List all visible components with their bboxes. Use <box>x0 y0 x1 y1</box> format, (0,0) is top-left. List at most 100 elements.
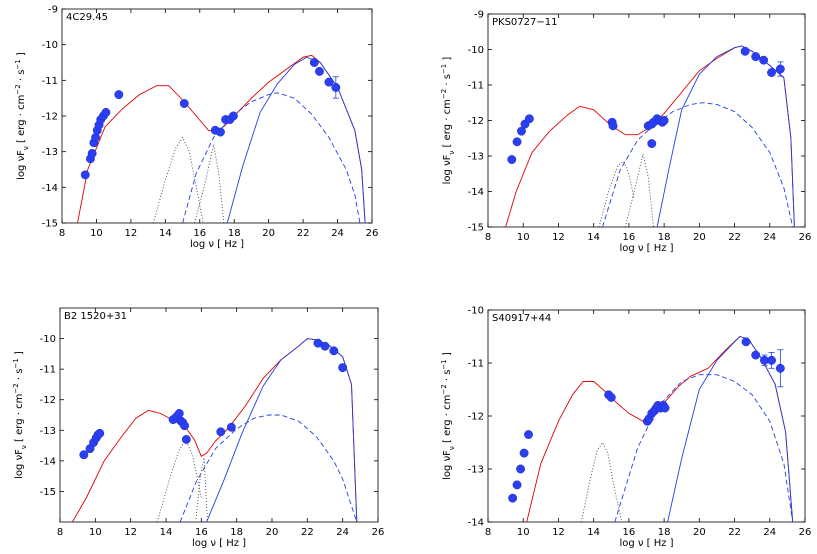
y-tick-label: -10 <box>42 40 58 51</box>
x-tick-label: 16 <box>195 527 208 538</box>
x-axis-label: log ν [ Hz ] <box>192 538 246 549</box>
x-tick-label: 24 <box>336 527 349 538</box>
y-tick-label: -14 <box>468 187 484 198</box>
series-synchrotron <box>156 438 202 522</box>
data-point <box>767 68 776 78</box>
data-point <box>516 464 526 474</box>
x-tick-label: 20 <box>262 228 275 239</box>
data-point <box>740 46 750 56</box>
y-tick-label: -14 <box>40 456 56 467</box>
data-point <box>180 421 190 431</box>
x-tick-label: 10 <box>90 228 103 239</box>
series-EC <box>667 335 794 522</box>
chart-panel-4: 8 10 12 14 16 18 20 22 24 26 -14 -13 -12 -11 -10 S40917… <box>440 306 811 550</box>
x-tick-label: 20 <box>266 527 279 538</box>
data-point <box>309 58 319 67</box>
x-tick-label: 24 <box>763 527 776 538</box>
x-tick-label: 14 <box>587 232 600 243</box>
y-tick-label: -13 <box>468 152 484 163</box>
data-point <box>775 363 785 373</box>
data-point <box>215 127 225 137</box>
x-tick-label: 16 <box>623 232 636 243</box>
x-tick-label: 10 <box>517 232 530 243</box>
x-tick-label: 10 <box>89 527 102 538</box>
x-tick-label: 18 <box>658 232 671 243</box>
x-tick-label: 10 <box>517 527 530 538</box>
x-tick-label: 22 <box>297 228 310 239</box>
y-tick-label: -15 <box>40 487 56 498</box>
plot-frame <box>59 307 379 523</box>
x-axis-label: log ν [ Hz ] <box>619 243 673 254</box>
data-point <box>228 111 238 121</box>
chart-panel-3: 8 10 12 14 16 18 20 22 24 26 -15 -14 -13 -12 -11 -10 B2 … <box>12 307 384 549</box>
x-tick-label: 20 <box>693 232 706 243</box>
data-point <box>331 83 341 92</box>
series-synchrotron <box>598 160 635 227</box>
data-point <box>775 64 785 74</box>
x-tick-label: 22 <box>728 232 741 243</box>
series-SSC <box>602 102 794 227</box>
data-point <box>519 448 529 458</box>
curves <box>77 54 366 223</box>
x-tick-label: 8 <box>59 228 65 239</box>
data-point <box>320 341 330 351</box>
x-tick-label: 12 <box>124 527 137 538</box>
series-EC <box>226 56 366 223</box>
x-tick-label: 18 <box>658 527 671 538</box>
data-point <box>79 450 89 460</box>
x-tick-label: 12 <box>552 232 565 243</box>
data-point <box>512 137 522 147</box>
y-tick-label: -12 <box>468 116 484 127</box>
data-point <box>767 355 776 365</box>
data-point <box>524 114 534 124</box>
data-point <box>647 139 657 149</box>
x-tick-label: 16 <box>193 228 206 239</box>
data-point <box>338 363 348 373</box>
series-SSC <box>614 374 794 522</box>
data-point <box>216 427 226 437</box>
y-axis-label: log νFν [ erg · cm−2 · s−1 ] <box>440 352 456 480</box>
x-tick-label: 14 <box>159 228 172 239</box>
data-points <box>80 58 341 180</box>
chart-panel-1: 8 10 12 14 16 18 20 22 24 26 -15 -14 -13 -12 -11 -10 -9 4… <box>14 5 378 251</box>
chart-title: S40917+44 <box>492 313 551 324</box>
data-point <box>324 77 334 87</box>
y-tick-label: -11 <box>468 359 484 370</box>
data-point <box>741 337 751 347</box>
y-tick-label: -11 <box>468 81 484 92</box>
chart-title: B2 1520+31 <box>64 311 127 322</box>
data-point <box>606 393 616 402</box>
x-tick-label: 24 <box>763 232 776 243</box>
series-SSC <box>179 414 358 522</box>
data-point <box>80 170 90 180</box>
series-synchrotron <box>580 441 623 522</box>
x-tick-label: 26 <box>799 232 812 243</box>
y-tick-label: -15 <box>468 223 484 234</box>
y-tick-label: -11 <box>40 365 56 376</box>
y-tick-label: -10 <box>40 334 56 345</box>
series-synchrotron <box>152 136 204 223</box>
data-point <box>517 126 526 136</box>
series-EC <box>206 338 358 522</box>
y-tick-label: -10 <box>468 306 484 317</box>
y-axis-label: log νFν [ erg · cm−2 · s−1 ] <box>440 57 456 185</box>
series-disk <box>195 457 208 522</box>
x-axis-label: log ν [ Hz ] <box>619 538 673 549</box>
y-tick-label: -13 <box>42 147 58 158</box>
data-point <box>659 116 669 125</box>
y-tick-label: -13 <box>40 426 56 437</box>
x-tick-label: 8 <box>57 527 63 538</box>
x-tick-label: 18 <box>228 228 241 239</box>
chart-panel-2: 8 10 12 14 16 18 20 22 24 26 -15 -14 -13 -12 -11 -10 -9 P… <box>440 10 811 255</box>
data-point <box>95 428 105 438</box>
x-tick-label: 14 <box>587 527 600 538</box>
y-tick-label: -11 <box>42 76 58 87</box>
data-point <box>315 66 324 76</box>
data-points <box>79 338 348 460</box>
data-point <box>759 55 769 65</box>
x-tick-label: 12 <box>552 527 565 538</box>
y-tick-label: -12 <box>42 112 58 123</box>
data-point <box>608 121 618 131</box>
x-tick-label: 26 <box>366 228 379 239</box>
